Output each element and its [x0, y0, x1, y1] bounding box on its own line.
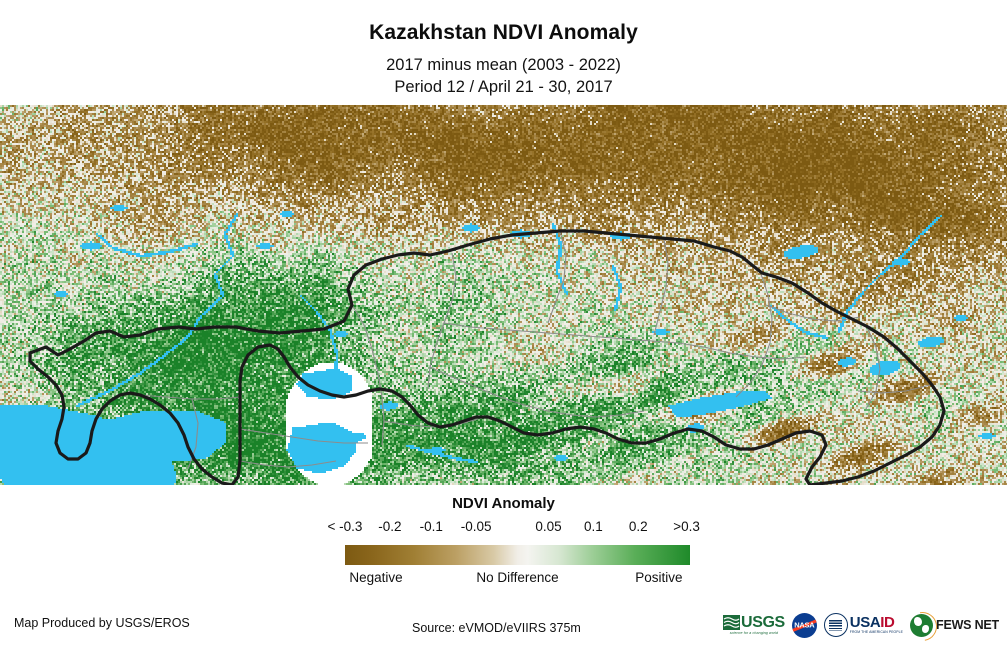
footer-logos: USGS science for a changing world NASA U…: [723, 605, 999, 646]
usgs-logo-tagline: science for a changing world: [729, 630, 779, 635]
legend-tick-01: 0.1: [584, 519, 603, 534]
legend-tick-01: -0.1: [419, 519, 443, 534]
fews-net-logo: FEWS NET: [902, 605, 999, 646]
fews-net-logo-word: FEWS NET: [936, 618, 999, 632]
country-border-kazakhstan: [28, 229, 946, 485]
legend-tick-labels: < -0.3 -0.2 -0.1 -0.05 0.05 0.1 0.2 >0.3: [0, 519, 1007, 538]
legend-tick-02: -0.2: [378, 519, 402, 534]
footer-produced-by: Map Produced by USGS/EROS: [14, 616, 190, 630]
legend-tick-03: < -0.3: [327, 519, 363, 534]
usaid-seal-icon: [823, 613, 848, 637]
legend-title: NDVI Anomaly: [452, 495, 555, 512]
admin-boundary-5: [239, 428, 368, 444]
admin-boundary-13: [765, 304, 861, 322]
legend-category-no-difference: No Difference: [476, 570, 559, 585]
admin-boundary-0: [351, 304, 385, 446]
legend-tick-005: -0.05: [460, 519, 492, 534]
map-canvas-container[interactable]: [0, 105, 1007, 485]
admin-boundaries: [139, 230, 931, 470]
legend-tick-005: 0.05: [535, 519, 562, 534]
fews-globe-icon: [902, 605, 943, 646]
admin-boundary-10: [239, 460, 337, 468]
legend-tick-02: 0.2: [628, 519, 648, 534]
legend-category-labels: Negative No Difference Positive: [0, 570, 1007, 590]
country-border-path: [28, 229, 946, 485]
admin-boundary-8: [735, 270, 773, 398]
usgs-wave-icon: [723, 615, 741, 631]
nasa-logo-word: NASA: [794, 620, 815, 630]
title-block: Kazakhstan NDVI Anomaly 2017 minus mean …: [0, 0, 1007, 97]
legend-category-positive: Positive: [635, 570, 683, 585]
usaid-logo-word-first: USA: [849, 614, 881, 632]
usgs-logo: USGS science for a changing world: [723, 613, 785, 636]
admin-boundary-2: [443, 322, 807, 360]
map-vector-overlay: [28, 229, 946, 485]
usaid-logo: USAID FROM THE AMERICAN PEOPLE: [823, 613, 904, 637]
admin-boundary-7: [653, 238, 669, 336]
legend: NDVI Anomaly < -0.3 -0.2 -0.1 -0.05 0.05 0.1 0…: [0, 495, 1007, 590]
nasa-logo: NASA: [791, 612, 817, 638]
page-subtitle-period-dates: Period 12 / April 21 - 30, 2017: [394, 78, 613, 96]
admin-boundary-3: [429, 366, 645, 418]
usgs-logo-word: USGS: [741, 613, 785, 631]
admin-boundary-6: [547, 230, 567, 324]
page-title: Kazakhstan NDVI Anomaly: [369, 21, 638, 44]
footer: Map Produced by USGS/EROS Source: eVMOD/…: [0, 604, 1007, 646]
admin-boundary-14: [857, 384, 931, 394]
admin-boundary-11: [383, 418, 479, 428]
page-subtitle-period-range: 2017 minus mean (2003 - 2022): [386, 56, 621, 74]
admin-boundary-9: [865, 324, 881, 410]
usaid-logo-word-second: ID: [880, 614, 895, 632]
legend-color-ramp: [345, 545, 690, 565]
usaid-logo-tagline: FROM THE AMERICAN PEOPLE: [849, 630, 904, 635]
footer-source: Source: eVMOD/eVIIRS 375m: [412, 621, 581, 635]
legend-tick-03: >0.3: [673, 519, 700, 534]
admin-boundary-4: [139, 394, 241, 400]
legend-category-negative: Negative: [349, 570, 403, 585]
